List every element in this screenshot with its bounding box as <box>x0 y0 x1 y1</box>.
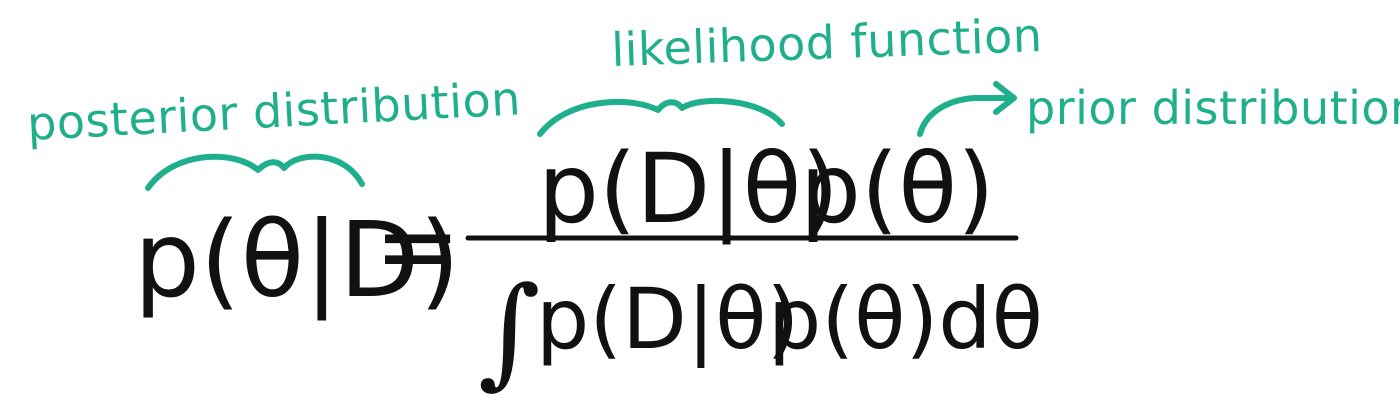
prior-arrowhead <box>993 81 1017 115</box>
likelihood-brace <box>537 97 785 137</box>
denominator-likelihood: p(D|θ) <box>536 270 799 368</box>
integral-sign: ∫ <box>478 262 541 401</box>
prior-arrow <box>917 95 1015 137</box>
posterior-brace <box>145 153 365 191</box>
numerator-likelihood: p(D|θ) <box>538 133 839 246</box>
equals-sign: = <box>374 185 461 307</box>
likelihood-function-label: likelihood function <box>610 8 1043 77</box>
posterior-distribution-label: posterior distribution <box>26 71 522 151</box>
prior-distribution-label: prior distribution <box>1026 81 1400 135</box>
numerator-prior: p(θ) <box>800 133 995 245</box>
posterior-expression: p(θ|D) <box>134 199 460 321</box>
denominator-prior-dtheta: p(θ)dθ <box>768 270 1043 368</box>
